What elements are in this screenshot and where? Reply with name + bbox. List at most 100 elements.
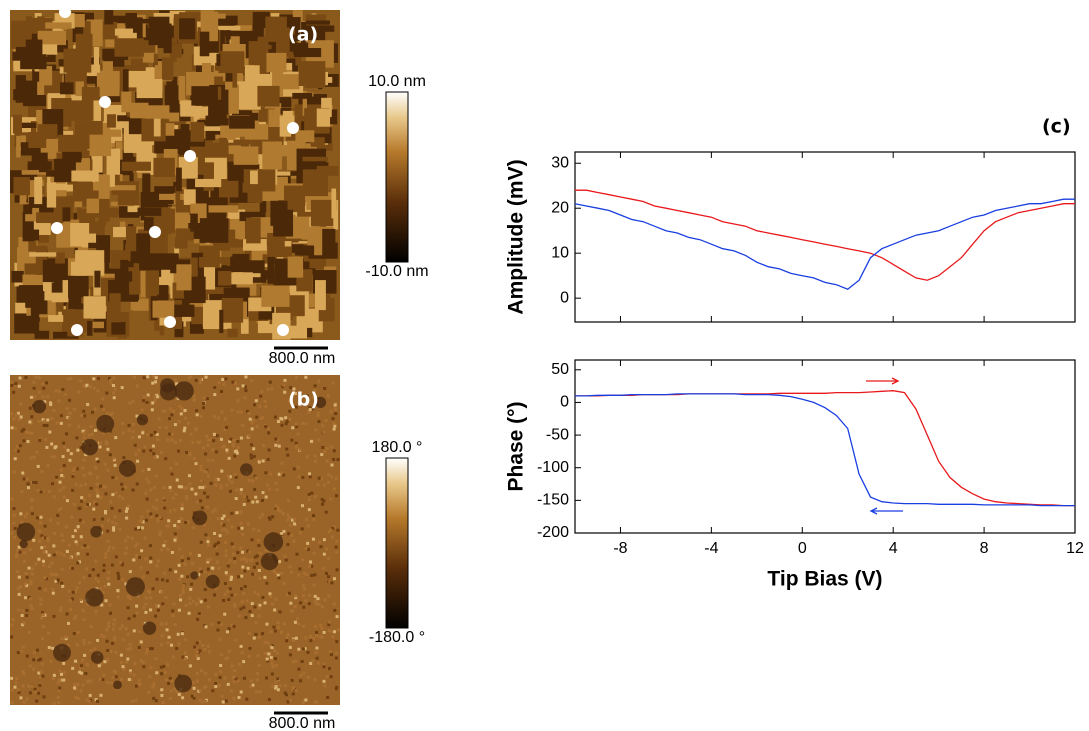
texture <box>308 406 312 410</box>
texture <box>306 142 333 151</box>
texture <box>168 485 172 489</box>
texture <box>286 499 290 503</box>
texture <box>183 408 187 412</box>
texture <box>147 467 151 471</box>
texture <box>188 451 192 455</box>
texture <box>225 530 229 534</box>
texture <box>180 503 184 507</box>
texture <box>330 445 334 449</box>
texture <box>332 487 336 491</box>
texture <box>235 451 239 455</box>
texture <box>79 483 83 487</box>
texture <box>130 699 134 703</box>
texture <box>60 82 74 95</box>
texture <box>248 417 252 421</box>
texture <box>67 644 71 648</box>
texture <box>239 491 243 495</box>
texture <box>329 410 333 414</box>
texture <box>303 647 307 651</box>
texture <box>218 637 222 641</box>
texture <box>127 261 134 268</box>
texture <box>244 616 248 620</box>
texture <box>112 526 116 530</box>
texture <box>89 486 93 490</box>
texture <box>101 431 105 435</box>
texture <box>263 399 267 403</box>
texture <box>122 667 126 671</box>
texture <box>102 563 106 567</box>
texture <box>20 54 47 70</box>
texture <box>180 632 184 636</box>
texture <box>291 426 295 430</box>
texture <box>18 376 22 380</box>
texture <box>296 486 300 490</box>
texture <box>60 672 64 676</box>
texture <box>172 409 176 413</box>
texture <box>16 688 20 692</box>
texture <box>131 436 135 440</box>
texture <box>316 597 320 601</box>
texture <box>287 532 291 536</box>
texture <box>28 239 37 252</box>
texture <box>59 414 63 418</box>
texture <box>253 605 257 609</box>
texture <box>174 492 178 496</box>
texture <box>206 605 210 609</box>
texture <box>322 499 326 503</box>
texture <box>33 395 37 399</box>
texture <box>111 476 115 480</box>
texture <box>194 462 198 466</box>
texture <box>112 627 116 631</box>
texture <box>234 475 238 479</box>
texture <box>106 468 110 472</box>
texture <box>332 577 336 581</box>
texture <box>55 551 59 555</box>
texture <box>121 487 125 491</box>
texture <box>251 572 255 576</box>
texture <box>203 570 207 574</box>
texture <box>102 61 113 81</box>
texture <box>227 477 231 481</box>
texture <box>155 432 159 436</box>
texture <box>39 521 43 525</box>
texture <box>110 506 114 510</box>
plot-frame <box>574 151 1076 323</box>
texture <box>288 698 292 702</box>
texture <box>329 528 333 532</box>
texture <box>314 280 326 311</box>
texture <box>161 602 165 606</box>
texture <box>47 553 51 557</box>
texture <box>162 486 166 490</box>
texture <box>176 228 194 241</box>
texture <box>78 670 82 674</box>
texture <box>206 560 210 564</box>
texture <box>71 468 75 472</box>
texture <box>244 65 260 84</box>
texture <box>67 423 71 427</box>
texture <box>224 549 228 553</box>
texture <box>87 493 91 497</box>
texture <box>204 533 208 537</box>
texture <box>74 659 78 663</box>
texture <box>14 313 40 334</box>
texture <box>282 581 286 585</box>
domain <box>90 525 102 538</box>
texture <box>199 499 203 503</box>
texture <box>25 697 29 701</box>
texture <box>23 229 40 241</box>
texture <box>69 607 73 611</box>
texture <box>236 445 240 449</box>
texture <box>237 526 241 530</box>
texture <box>30 431 34 435</box>
texture <box>326 556 330 560</box>
texture <box>54 389 58 393</box>
texture <box>49 660 53 664</box>
texture <box>325 459 329 463</box>
texture <box>152 684 156 688</box>
texture <box>106 681 110 685</box>
texture <box>104 10 114 25</box>
texture <box>270 672 274 676</box>
texture <box>213 544 217 548</box>
texture <box>42 419 46 423</box>
texture <box>14 122 38 128</box>
